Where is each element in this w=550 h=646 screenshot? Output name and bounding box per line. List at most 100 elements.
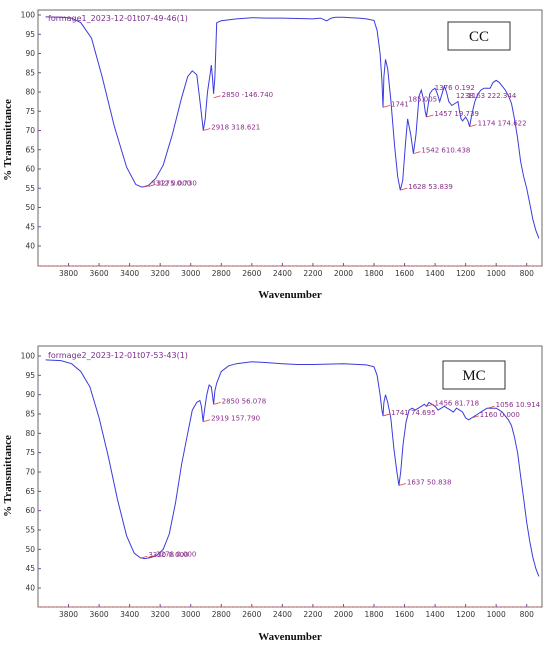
- panel-tag-box: [442, 360, 506, 390]
- y-tick-label: 45: [25, 564, 35, 573]
- y-axis-label: % Transmittance: [2, 435, 14, 517]
- peak-leader: [426, 114, 434, 118]
- x-tick-label: 3600: [90, 269, 109, 278]
- peak-label: 1160 0.000: [480, 411, 520, 419]
- x-axis-label: Wavenumber: [258, 289, 322, 301]
- peak-leader: [400, 187, 408, 191]
- peak-label: 1163 222.344: [467, 92, 517, 100]
- peak-label: 3330 0.000: [148, 551, 188, 559]
- y-tick-label: 60: [25, 506, 35, 515]
- peak-leader: [202, 419, 211, 423]
- y-tick-label: 100: [21, 352, 36, 361]
- x-tick-label: 1200: [456, 269, 475, 278]
- x-tick-label: 2400: [273, 269, 292, 278]
- x-tick-label: 3400: [120, 269, 139, 278]
- x-axis-label: Wavenumber: [258, 631, 322, 643]
- peak-label: 1238: [456, 92, 474, 100]
- x-tick-label: 2000: [334, 610, 353, 619]
- peak-label: 3312 0.000: [151, 180, 191, 188]
- x-tick-label: 1800: [364, 610, 383, 619]
- y-tick-label: 75: [25, 448, 35, 457]
- y-tick-label: 70: [25, 468, 35, 477]
- peak-leader: [487, 405, 495, 409]
- y-tick-label: 60: [25, 165, 35, 174]
- peak-leader: [213, 401, 221, 405]
- x-tick-label: 2800: [212, 610, 231, 619]
- y-axis-label: % Transmittance: [2, 99, 14, 181]
- y-tick-label: 80: [25, 429, 35, 438]
- peak-leader: [382, 413, 391, 417]
- x-tick-label: 1200: [456, 610, 475, 619]
- peak-label: 3275 0.730: [157, 179, 197, 187]
- y-tick-label: 55: [25, 184, 35, 193]
- x-ticks: 3800 3600 3400 3200 3000 2800 2600 2400 2200 2000…: [59, 604, 534, 619]
- spectrum-line: [45, 359, 540, 577]
- y-tick-label: 80: [25, 88, 35, 97]
- peak-label: 2919 157.790: [211, 415, 260, 423]
- x-tick-label: 3600: [90, 610, 109, 619]
- x-tick-label: 3200: [151, 269, 170, 278]
- y-tick-label: 90: [25, 390, 35, 399]
- x-tick-label: 1400: [426, 610, 445, 619]
- peak-annotations: 2850 -146.740 2918 318.621 3312 0.0003275 …: [142, 84, 527, 191]
- spectrum-lines: [45, 16, 540, 239]
- peak-leader: [382, 105, 391, 108]
- panel-tag-box: [447, 21, 511, 51]
- y-tick-label: 40: [25, 584, 35, 593]
- x-tick-label: 1400: [426, 269, 445, 278]
- peak-label: 2850 -146.740: [222, 91, 274, 99]
- peak-label: 2918 318.621: [211, 124, 260, 132]
- y-ticks: 100 95 90 85 80 75 70 65 60 55 50 45 40: [21, 11, 41, 251]
- peak-leader: [213, 95, 221, 99]
- y-tick-label: 55: [25, 526, 35, 535]
- y-tick-label: 95: [25, 371, 35, 380]
- peak-label: 1174 174.622: [478, 120, 527, 128]
- peak-leader: [142, 184, 151, 188]
- x-tick-label: 2000: [334, 269, 353, 278]
- x-tick-label: 1000: [487, 610, 506, 619]
- peak-label: 1376 0.192: [435, 84, 475, 92]
- x-tick-label: 2600: [242, 610, 261, 619]
- x-tick-label: 1800: [364, 269, 383, 278]
- peak-leader: [148, 183, 156, 187]
- peak-label: 1637 50.838: [407, 479, 452, 487]
- x-tick-label: 3000: [181, 610, 200, 619]
- x-tick-label: 3800: [59, 269, 78, 278]
- y-tick-label: 50: [25, 545, 35, 554]
- peak-leader: [469, 124, 477, 128]
- y-tick-label: 85: [25, 68, 35, 77]
- x-tick-label: 3200: [151, 610, 170, 619]
- peak-label: 185.005: [408, 96, 437, 104]
- peak-label: 1542 610.438: [421, 147, 470, 155]
- file-label: formage1_2023-12-01t07-49-46(1): [48, 14, 188, 23]
- x-tick-label: 2200: [303, 269, 322, 278]
- y-tick-label: 90: [25, 49, 35, 58]
- peak-label: 1628 53.839: [408, 183, 453, 191]
- spectrum-lines: [45, 359, 540, 577]
- y-tick-label: 75: [25, 107, 35, 116]
- peak-leader: [203, 128, 211, 131]
- y-tick-label: 50: [25, 203, 35, 212]
- peak-label: 1741 74.695: [391, 409, 436, 417]
- y-tick-label: 70: [25, 126, 35, 135]
- y-ticks: 100 95 90 85 80 75 70 65 60 55 50 45 40: [21, 352, 41, 593]
- y-tick-label: 85: [25, 410, 35, 419]
- file-label: formage2_2023-12-01t07-53-43(1): [48, 351, 188, 360]
- x-tick-label: 1600: [395, 610, 414, 619]
- peak-label: 1456 81.718: [435, 399, 480, 407]
- x-tick-label: 2200: [303, 610, 322, 619]
- y-tick-label: 40: [25, 242, 35, 251]
- x-tick-label: 800: [520, 610, 535, 619]
- x-tick-label: 2800: [212, 269, 231, 278]
- y-tick-label: 45: [25, 222, 35, 231]
- peak-label: 1056 10.914: [496, 401, 541, 409]
- peak-leader: [140, 555, 148, 559]
- cc-spectrum-panel: 100 95 90 85 80 75 70 65 60 55 50 45 40 3800 3600 3400…: [2, 9, 543, 301]
- y-tick-label: 65: [25, 487, 35, 496]
- y-tick-label: 95: [25, 30, 35, 39]
- x-tick-label: 3800: [59, 610, 78, 619]
- peak-leader: [398, 483, 407, 486]
- x-tick-label: 3400: [120, 610, 139, 619]
